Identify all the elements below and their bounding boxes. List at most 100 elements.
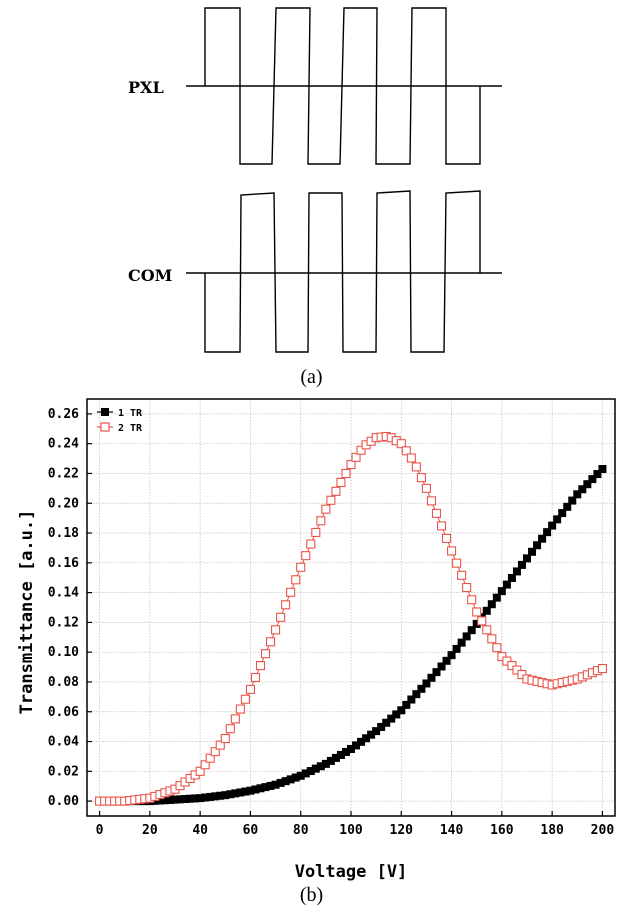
data-point (412, 690, 421, 699)
x-tick-label: 200 (591, 823, 615, 838)
data-point (356, 445, 366, 455)
data-point (306, 539, 316, 549)
data-point (407, 695, 416, 704)
data-point (467, 595, 477, 605)
transmittance-chart: 0 20 40 60 80 100 120 140 160 180 200 0.00 0.02 0.04 0… (17, 398, 616, 882)
caption-b: (b) (299, 884, 324, 906)
y-tick-label: 0.04 (48, 735, 79, 750)
data-point (306, 767, 315, 776)
data-point (482, 625, 492, 635)
data-point (477, 616, 487, 626)
y-tick-label: 0.16 (48, 556, 79, 571)
data-point (452, 558, 462, 568)
data-point (271, 780, 280, 789)
data-point (517, 560, 526, 569)
data-point (281, 777, 290, 786)
data-point (201, 793, 210, 802)
y-tick-label: 0.24 (48, 437, 79, 452)
data-point (598, 464, 607, 473)
data-point (502, 580, 511, 589)
data-point (351, 452, 361, 462)
y-tick-label: 0.12 (48, 615, 79, 630)
data-point (341, 747, 350, 756)
data-point (211, 792, 220, 801)
data-point (301, 769, 310, 778)
data-point (336, 477, 346, 487)
data-point (543, 528, 552, 537)
grid (87, 399, 615, 816)
data-point (578, 485, 587, 494)
data-point (422, 679, 431, 688)
data-point (220, 734, 230, 744)
data-point (261, 783, 270, 792)
data-point (246, 786, 255, 795)
data-point (221, 791, 230, 800)
legend-marker-2tr (100, 422, 110, 432)
data-point (533, 541, 542, 550)
data-point (230, 714, 240, 724)
data-point (482, 606, 491, 615)
data-point (436, 521, 447, 531)
legend: 1 TR 2 TR (97, 408, 143, 434)
data-point (181, 795, 190, 804)
data-point (191, 794, 200, 803)
data-point (236, 788, 245, 797)
legend-marker-1tr (101, 408, 109, 416)
data-point (296, 771, 305, 780)
data-point (492, 593, 501, 602)
data-point (472, 607, 482, 617)
waveform-diagram: PXL COM (128, 7, 502, 353)
data-point (316, 516, 326, 526)
data-point (548, 521, 557, 530)
data-point (392, 710, 401, 719)
data-point (411, 462, 421, 472)
data-point (346, 459, 356, 470)
y-tick-label: 0.20 (48, 496, 79, 511)
y-tick-label: 0.22 (48, 466, 79, 481)
data-point (276, 778, 285, 787)
data-point (276, 612, 286, 622)
data-point (441, 533, 452, 543)
data-point (401, 446, 411, 456)
data-point (417, 684, 426, 693)
data-point (205, 753, 215, 763)
pxl-trace (204, 7, 481, 165)
data-point (271, 625, 281, 635)
com-trace (204, 190, 481, 353)
data-point (457, 570, 467, 580)
data-point (472, 619, 481, 628)
x-tick-label: 0 (96, 823, 104, 838)
data-point (231, 789, 240, 798)
data-point (523, 554, 531, 563)
data-point (362, 734, 371, 743)
series-layer (95, 431, 607, 806)
data-point (281, 600, 291, 610)
data-point (286, 775, 295, 784)
data-point (255, 661, 266, 671)
data-point (492, 643, 502, 653)
data-point (256, 784, 265, 793)
data-point (291, 575, 301, 585)
x-tick-label: 100 (339, 823, 363, 838)
data-point (583, 480, 592, 489)
data-point (426, 496, 437, 506)
y-tick-label: 0.00 (48, 794, 79, 809)
data-point (421, 483, 431, 493)
com-label: COM (128, 266, 172, 285)
data-point (241, 787, 250, 796)
data-point (210, 747, 220, 757)
waveform-traces (186, 7, 502, 353)
data-point (568, 496, 577, 505)
data-point (155, 796, 164, 805)
legend-label-1tr: 1 TR (118, 408, 143, 419)
data-point (382, 718, 391, 727)
y-tick-label: 0.08 (48, 675, 79, 690)
data-point (462, 632, 471, 641)
data-point (396, 439, 406, 449)
data-point (296, 562, 306, 572)
data-point (301, 551, 311, 561)
data-point (195, 766, 205, 776)
data-point (316, 762, 325, 771)
data-point (206, 792, 215, 801)
data-point (260, 649, 271, 659)
